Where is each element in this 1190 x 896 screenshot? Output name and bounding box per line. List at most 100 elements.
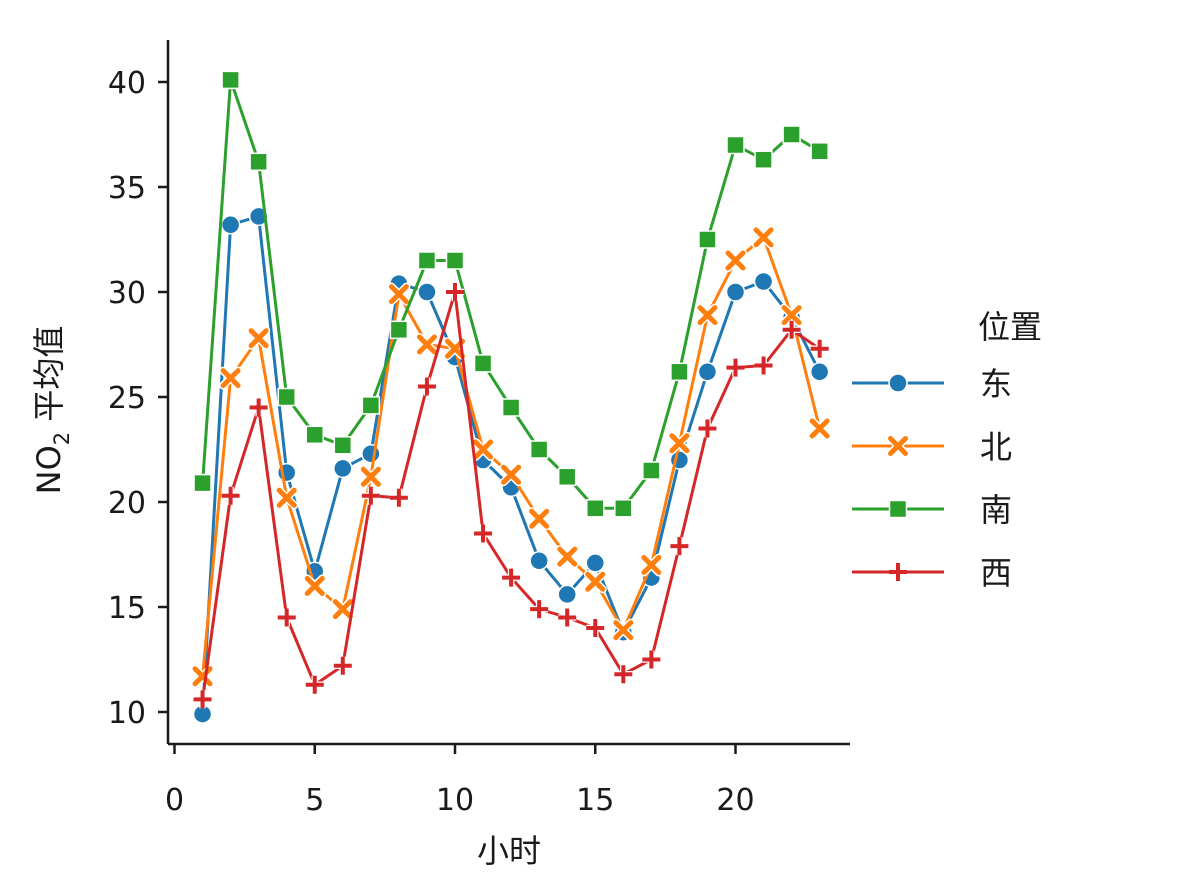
data-point <box>670 537 689 556</box>
y-tick-label: 25 <box>108 381 146 416</box>
data-point <box>529 440 549 459</box>
data-point <box>530 600 549 619</box>
data-point <box>361 396 381 415</box>
data-point <box>753 271 774 292</box>
data-point <box>247 326 271 350</box>
data-point <box>193 473 212 493</box>
data-point <box>415 333 439 356</box>
data-point <box>698 230 717 249</box>
x-axis-label: 小时 <box>477 832 541 870</box>
axes <box>166 40 850 746</box>
data-point <box>614 665 633 684</box>
data-point <box>417 377 436 396</box>
data-point <box>193 690 212 709</box>
x-tick-label: 5 <box>305 783 324 818</box>
data-point <box>780 303 804 327</box>
x-ticks: 0 5 10 15 20 <box>165 744 755 818</box>
data-point <box>667 431 691 455</box>
data-point <box>639 553 663 577</box>
y-tick-label: 10 <box>108 696 146 731</box>
series-4 <box>193 283 829 709</box>
legend-marker <box>889 563 907 581</box>
data-point <box>445 251 465 270</box>
data-point <box>642 650 661 669</box>
data-point <box>726 135 745 155</box>
data-point <box>359 465 383 489</box>
legend-item: 北 <box>852 428 1012 466</box>
y-tick-label: 35 <box>108 171 146 206</box>
data-point <box>810 339 829 358</box>
data-point <box>499 463 523 487</box>
data-point <box>361 486 380 505</box>
y-tick-label: 20 <box>108 486 146 521</box>
data-point <box>782 125 801 144</box>
data-point <box>754 356 773 375</box>
data-point <box>446 283 464 301</box>
data-point <box>724 249 747 272</box>
y-axis-label-rest: 平均值 <box>30 326 68 432</box>
legend-title: 位置 <box>978 308 1042 346</box>
data-point <box>726 358 745 377</box>
data-point <box>221 70 240 90</box>
data-point <box>725 282 746 302</box>
data-point <box>474 524 493 543</box>
data-point <box>558 608 577 627</box>
legend-marker <box>886 434 910 458</box>
data-point <box>642 461 661 480</box>
data-point <box>529 551 549 571</box>
x-tick-label: 20 <box>716 783 754 818</box>
data-point <box>387 282 411 306</box>
y-ticks: 10 15 20 25 30 35 40 <box>108 66 168 731</box>
data-point <box>305 675 324 694</box>
data-point <box>810 142 829 161</box>
data-point <box>557 584 577 605</box>
data-point <box>754 150 773 169</box>
y-axis-label-sub: 2 <box>50 432 74 445</box>
data-point <box>586 619 605 637</box>
data-point <box>809 362 830 382</box>
data-point <box>417 251 437 270</box>
y-axis-label-main: NO <box>30 445 68 494</box>
series-2 <box>191 225 832 688</box>
data-point <box>220 215 241 235</box>
data-point <box>695 303 719 327</box>
data-point <box>808 417 832 440</box>
legend-label: 北 <box>980 428 1012 466</box>
data-point <box>782 320 801 339</box>
data-point <box>473 354 493 373</box>
data-point <box>527 507 551 531</box>
data-point <box>249 152 268 172</box>
data-point <box>303 574 327 598</box>
data-point <box>333 656 352 675</box>
legend-item: 南 <box>852 491 1012 529</box>
series-1 <box>192 206 830 724</box>
y-tick-label: 30 <box>108 276 146 311</box>
data-point <box>277 608 296 627</box>
data-point <box>752 225 776 249</box>
data-point <box>502 568 521 587</box>
x-tick-label: 0 <box>165 783 184 818</box>
data-point <box>333 458 353 479</box>
series-layer <box>191 70 832 724</box>
data-point <box>191 664 215 688</box>
data-point <box>555 545 579 569</box>
data-point <box>277 387 296 407</box>
data-point <box>361 443 381 464</box>
data-point <box>697 362 718 382</box>
data-point <box>586 499 605 518</box>
legend-item: 东 <box>852 365 1012 403</box>
data-point <box>389 488 408 507</box>
legend-label: 东 <box>980 365 1012 403</box>
series-3 <box>193 70 829 518</box>
data-point <box>219 366 243 390</box>
data-point <box>471 438 495 461</box>
data-point <box>417 282 437 302</box>
data-point <box>557 467 577 487</box>
data-point <box>583 570 607 594</box>
data-point <box>389 320 409 340</box>
x-tick-label: 15 <box>576 783 614 818</box>
data-point <box>585 553 605 573</box>
data-point <box>275 486 299 510</box>
legend-label: 西 <box>980 554 1012 592</box>
